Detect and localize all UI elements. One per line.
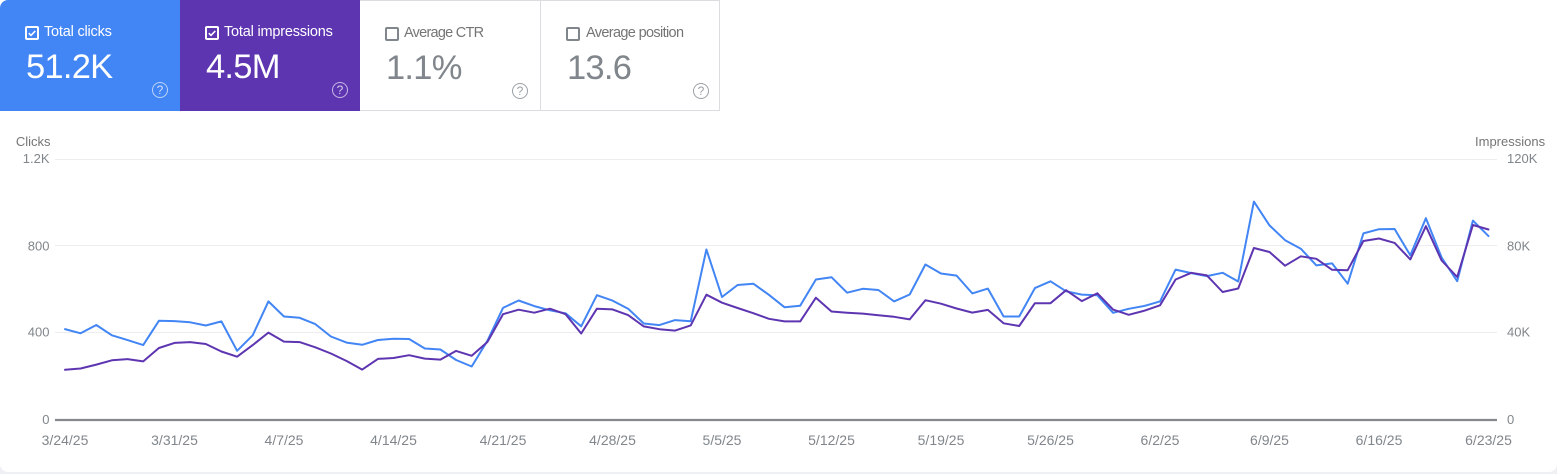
svg-text:Impressions: Impressions [1475, 134, 1546, 149]
svg-text:6/2/25: 6/2/25 [1141, 432, 1180, 448]
svg-text:Clicks: Clicks [16, 134, 51, 149]
svg-text:5/26/25: 5/26/25 [1027, 432, 1074, 448]
svg-text:5/19/25: 5/19/25 [918, 432, 965, 448]
svg-text:3/24/25: 3/24/25 [42, 432, 89, 448]
svg-text:0: 0 [42, 412, 49, 427]
svg-text:4/28/25: 4/28/25 [589, 432, 636, 448]
svg-text:6/23/25: 6/23/25 [1465, 432, 1512, 448]
svg-text:40K: 40K [1507, 325, 1530, 340]
svg-text:5/5/25: 5/5/25 [703, 432, 742, 448]
svg-text:80K: 80K [1507, 239, 1530, 254]
svg-text:5/12/25: 5/12/25 [808, 432, 855, 448]
svg-text:400: 400 [28, 325, 50, 340]
svg-text:6/16/25: 6/16/25 [1356, 432, 1403, 448]
svg-text:6/9/25: 6/9/25 [1250, 432, 1289, 448]
svg-text:0: 0 [1507, 412, 1514, 427]
svg-text:800: 800 [28, 239, 50, 254]
svg-text:120K: 120K [1507, 151, 1538, 166]
svg-text:1.2K: 1.2K [23, 151, 50, 166]
svg-text:4/7/25: 4/7/25 [265, 432, 304, 448]
svg-text:3/31/25: 3/31/25 [151, 432, 198, 448]
svg-text:4/21/25: 4/21/25 [480, 432, 527, 448]
svg-text:4/14/25: 4/14/25 [370, 432, 417, 448]
